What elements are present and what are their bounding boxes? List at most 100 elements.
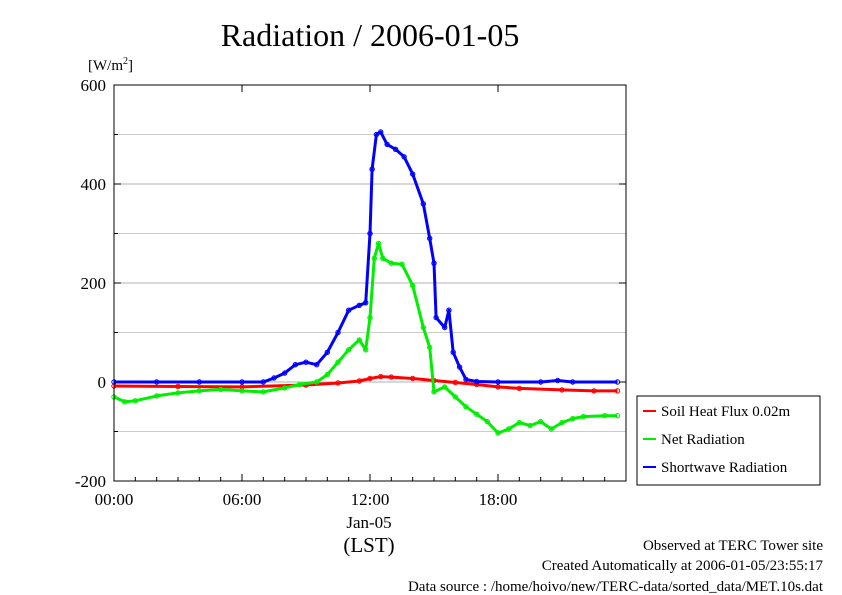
data-point (324, 349, 330, 355)
series-1 (111, 240, 621, 436)
data-point (410, 171, 416, 177)
y-tick-label: 400 (81, 175, 107, 194)
data-point (570, 379, 576, 385)
y-axis-unit: [W/m2] (88, 56, 133, 74)
data-point (484, 418, 490, 425)
legend-item-net-radiation: Net Radiation (661, 432, 745, 448)
data-point (388, 260, 394, 266)
data-point (452, 394, 458, 400)
series-line (113, 241, 618, 435)
data-point (367, 375, 373, 382)
data-point (446, 307, 452, 313)
data-point (373, 131, 380, 138)
date-label: Jan-05 (346, 513, 391, 532)
data-point (196, 388, 203, 394)
data-point (363, 300, 369, 306)
data-point (433, 314, 439, 321)
legend-item-soil-heat-flux: Soil Heat Flux 0.02m (661, 404, 791, 420)
data-point (154, 379, 160, 385)
y-unit-superscript: 2 (123, 56, 128, 67)
data-point (388, 374, 394, 380)
data-point (614, 413, 621, 419)
data-point (410, 375, 416, 382)
data-point (363, 347, 369, 353)
data-point (367, 230, 373, 237)
data-point (282, 385, 288, 391)
data-point (378, 373, 384, 380)
data-point (602, 413, 608, 419)
data-point (239, 388, 245, 394)
data-point (614, 388, 621, 394)
data-point (614, 379, 621, 385)
data-point (303, 359, 309, 365)
x-axis-ticks: 00:00 06:00 12:00 18:00 (95, 85, 606, 509)
data-point (314, 362, 320, 368)
data-point (442, 324, 448, 331)
y-unit-close: ] (128, 58, 133, 74)
data-point (516, 385, 522, 392)
data-point (538, 418, 544, 425)
chart-title: Radiation / 2006-01-05 (221, 17, 520, 53)
data-point (371, 255, 377, 261)
data-point (282, 370, 288, 376)
data-point (456, 364, 463, 370)
data-point (591, 388, 597, 394)
data-point (474, 411, 480, 417)
data-point (218, 386, 224, 393)
x-tick-label: 06:00 (223, 490, 262, 509)
data-point (314, 379, 320, 385)
x-tick-label: 12:00 (351, 490, 390, 509)
data-point (175, 383, 181, 390)
data-point (356, 378, 362, 384)
data-point (463, 376, 469, 383)
data-point (378, 129, 384, 135)
data-point (175, 390, 181, 396)
data-point (431, 389, 437, 395)
data-point (420, 201, 426, 207)
data-point (548, 426, 554, 432)
data-point (132, 398, 139, 404)
data-point (516, 419, 522, 426)
x-tick-label: 18:00 (479, 490, 518, 509)
data-point (506, 426, 512, 432)
data-point (474, 378, 480, 385)
data-point (559, 419, 565, 426)
data-point (392, 146, 399, 153)
data-point (369, 166, 375, 172)
data-point (335, 380, 341, 386)
x-axis-label: (LST) (343, 533, 394, 557)
data-point (122, 399, 128, 405)
data-point (452, 379, 458, 386)
y-unit-base: [W/m (88, 58, 123, 74)
footer-data-source: Data source : /home/hoivo/new/TERC-data/… (408, 579, 824, 595)
data-point (538, 379, 544, 385)
data-point (196, 379, 203, 385)
data-point (399, 261, 405, 267)
data-point (410, 282, 416, 289)
data-point (296, 381, 303, 388)
data-point (420, 324, 426, 331)
data-point (401, 154, 407, 160)
data-point (260, 379, 266, 385)
data-point (442, 384, 448, 390)
y-tick-label: -200 (75, 472, 106, 491)
y-tick-label: 200 (81, 274, 107, 293)
data-point (527, 422, 533, 429)
data-point (292, 362, 298, 368)
series-0 (111, 373, 621, 394)
data-point (427, 344, 433, 351)
data-point (431, 260, 437, 266)
data-point (380, 255, 386, 261)
data-point (367, 314, 373, 321)
data-point (450, 349, 456, 355)
data-point (335, 329, 341, 336)
data-point (427, 235, 433, 242)
data-point (335, 359, 341, 365)
x-tick-label: 00:00 (95, 490, 134, 509)
data-point (495, 430, 501, 436)
data-point (463, 404, 469, 410)
data-point (375, 240, 382, 247)
y-axis-ticks: -200 0 200 400 600 (75, 76, 626, 491)
legend: Soil Heat Flux 0.02m Net Radiation Short… (636, 395, 821, 486)
